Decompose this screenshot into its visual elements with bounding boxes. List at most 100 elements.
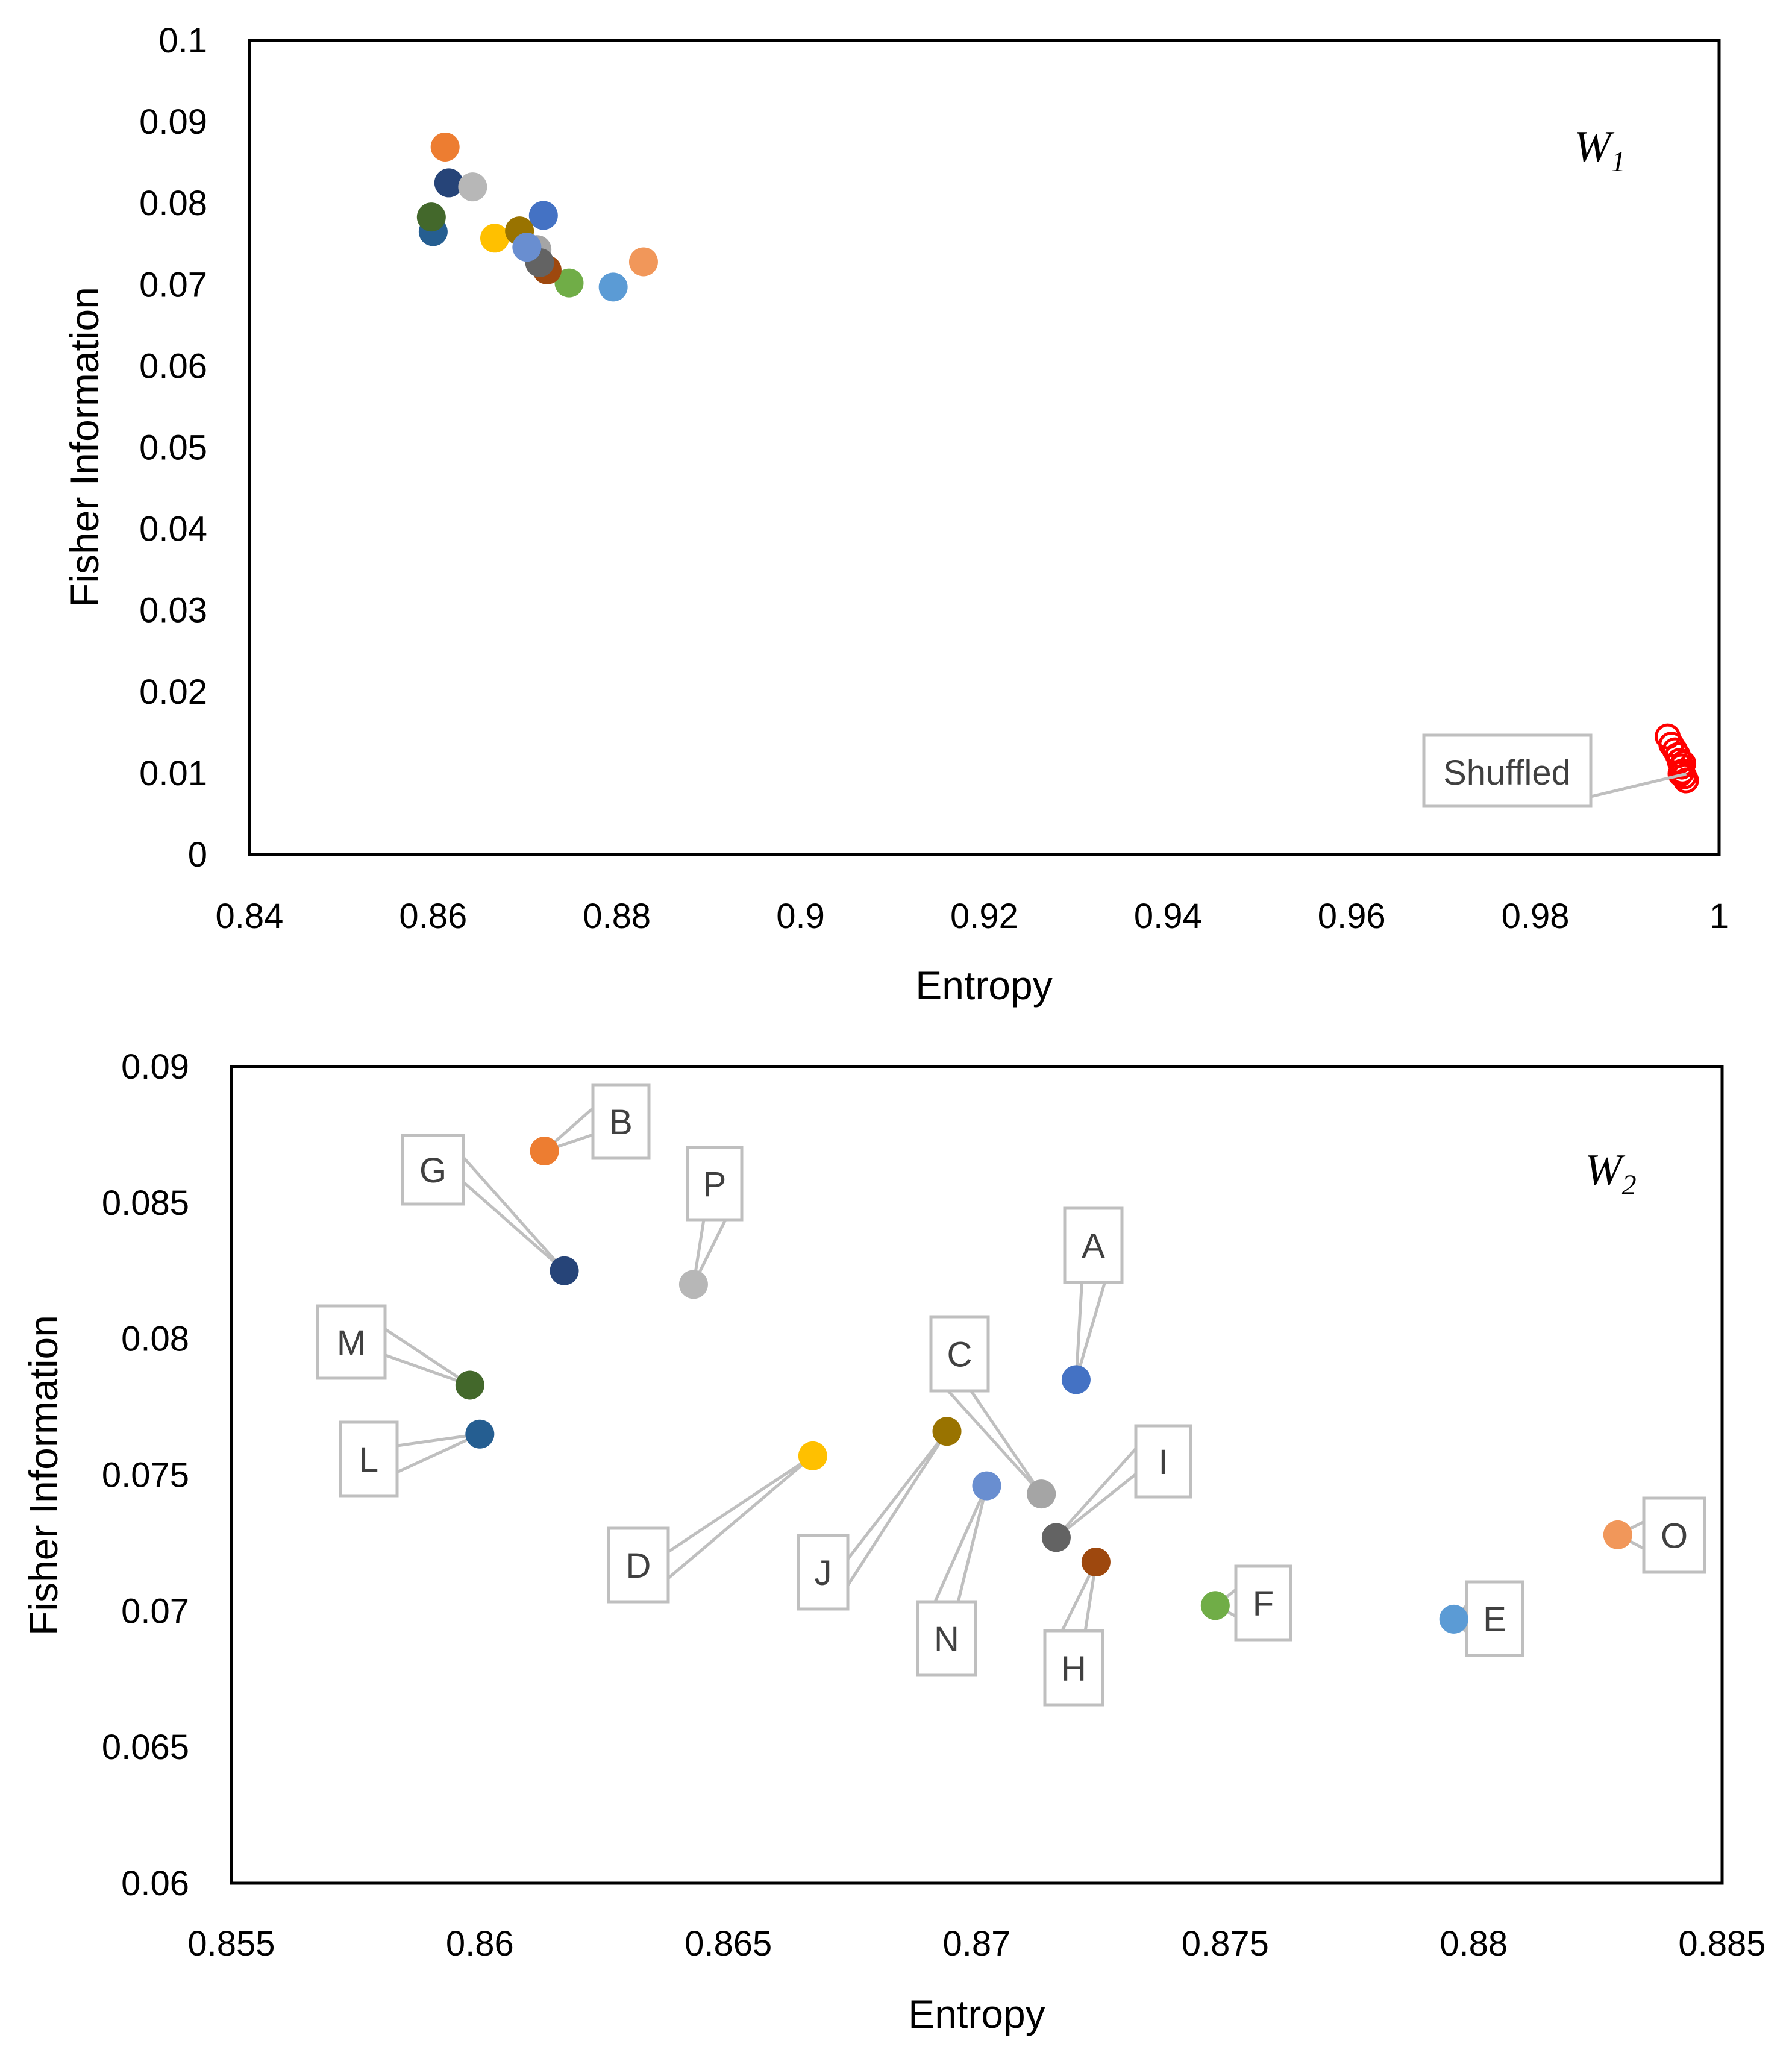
x-tick-label: 0.87: [943, 1924, 1011, 1963]
x-tick-label: 0.88: [583, 897, 651, 936]
x-tick-label: 0.98: [1502, 897, 1570, 936]
data-point-d: [480, 224, 510, 253]
x-tick-label: 0.86: [399, 897, 467, 936]
top-y-axis-title: Fisher Information: [62, 287, 107, 607]
data-point-m: [416, 202, 446, 232]
y-tick-label: 0.06: [121, 1864, 189, 1903]
data-point-a: [1061, 1365, 1091, 1394]
callout-label-e: E: [1483, 1600, 1506, 1639]
data-point-a: [528, 201, 558, 230]
callout-leader-n: [932, 1485, 988, 1604]
callout-label-j: J: [815, 1554, 832, 1593]
data-point-e: [1439, 1604, 1468, 1634]
callout-label-i: I: [1158, 1443, 1168, 1482]
callout-box-c: [929, 1315, 990, 1393]
callout-label-a: A: [1082, 1227, 1105, 1266]
bottom-x-axis-title: Entropy: [908, 1992, 1045, 2036]
x-tick-label: 0.94: [1134, 897, 1202, 936]
callout-box-h: [1043, 1629, 1104, 1707]
x-tick-label: 0.885: [1678, 1924, 1765, 1963]
bottom-y-axis-title: Fisher Information: [21, 1315, 66, 1636]
callout-label-o: O: [1661, 1517, 1688, 1556]
data-point-p: [458, 172, 487, 202]
bottom-y-tick-labels: 0.06 0.065 0.07 0.075 0.08 0.085 0.09: [102, 1047, 189, 1903]
callout-box-e: [1465, 1580, 1524, 1657]
y-tick-label: 0.1: [158, 21, 207, 60]
data-point-o: [1603, 1520, 1632, 1549]
callout-label-m: M: [337, 1323, 366, 1363]
data-point-m: [455, 1370, 484, 1400]
y-tick-label: 0.075: [102, 1456, 189, 1495]
data-point-f: [554, 268, 584, 298]
y-tick-label: 0.065: [102, 1728, 189, 1767]
shuffled-callout-label: Shuffled: [1443, 753, 1571, 792]
callout-box-f: [1234, 1564, 1292, 1642]
callout-box-d: [607, 1526, 670, 1604]
callout-label-b: B: [609, 1103, 633, 1142]
callout-leader-d: [666, 1454, 814, 1582]
y-tick-label: 0.08: [121, 1320, 189, 1359]
top-data-points: [416, 132, 658, 302]
top-x-axis-title: Entropy: [915, 963, 1052, 1008]
top-panel-label-subscript: 1: [1611, 146, 1626, 178]
callout-box-b: [591, 1083, 651, 1160]
callout-label-l: L: [359, 1440, 378, 1479]
bottom-panel-label-main: W: [1585, 1146, 1626, 1195]
callout-box-p: [686, 1146, 744, 1222]
data-point-i: [1041, 1523, 1071, 1552]
bottom-point-callouts: A B C D E F G H I J L M N O P: [316, 1083, 1706, 1707]
y-tick-label: 0: [188, 835, 207, 874]
callout-leader-i: [1055, 1444, 1138, 1539]
top-shuffled-points: [1655, 723, 1699, 794]
data-point-b: [430, 132, 460, 162]
y-tick-label: 0.02: [139, 673, 207, 712]
data-point-b: [530, 1137, 559, 1166]
data-point-l: [465, 1419, 495, 1449]
callout-leader-m: [383, 1326, 471, 1387]
data-point-n: [512, 233, 542, 262]
x-tick-label: 0.88: [1440, 1924, 1508, 1963]
x-tick-label: 0.875: [1182, 1924, 1269, 1963]
callout-box-a: [1063, 1206, 1124, 1284]
y-tick-label: 0.03: [139, 591, 207, 630]
callout-box-i: [1134, 1424, 1192, 1499]
callout-box-n: [916, 1600, 977, 1677]
top-panel-label: W1: [1574, 122, 1626, 178]
y-tick-label: 0.09: [121, 1047, 189, 1087]
y-tick-label: 0.09: [139, 102, 207, 142]
shuffled-point: [1667, 761, 1694, 787]
top-y-tick-labels: 0 0.01 0.02 0.03 0.04 0.05 0.06 0.07 0.08 0.09 0.1: [139, 21, 207, 874]
y-tick-label: 0.08: [139, 184, 207, 223]
bottom-x-tick-labels: 0.855 0.86 0.865 0.87 0.875 0.88 0.885: [187, 1924, 1765, 1963]
shuffled-callout-box: [1422, 733, 1593, 808]
data-point-c: [1027, 1479, 1056, 1509]
callout-label-p: P: [703, 1165, 727, 1204]
x-tick-label: 0.96: [1318, 897, 1386, 936]
data-point-n: [972, 1471, 1001, 1501]
x-tick-label: 0.865: [685, 1924, 772, 1963]
callout-leader-j: [846, 1430, 948, 1591]
bottom-panel-label-subscript: 2: [1622, 1169, 1637, 1201]
x-tick-label: 0.9: [776, 897, 825, 936]
bottom-panel-label: W2: [1585, 1146, 1637, 1201]
data-point-g: [434, 168, 463, 198]
callout-box-l: [339, 1420, 399, 1498]
x-tick-label: 0.92: [950, 897, 1018, 936]
shuffled-callout-leader: [1590, 772, 1687, 798]
y-tick-label: 0.01: [139, 754, 207, 793]
callout-box-j: [797, 1534, 850, 1611]
top-panel-label-main: W: [1574, 122, 1615, 172]
bottom-data-points: [455, 1137, 1632, 1634]
data-point-h: [1081, 1548, 1111, 1577]
y-tick-label: 0.07: [139, 265, 207, 304]
y-tick-label: 0.05: [139, 428, 207, 468]
x-tick-label: 0.86: [446, 1924, 514, 1963]
callout-leader-g: [462, 1153, 566, 1272]
callout-box-g: [401, 1134, 465, 1206]
y-tick-label: 0.085: [102, 1184, 189, 1223]
y-tick-label: 0.07: [121, 1592, 189, 1631]
data-point-j: [932, 1417, 962, 1446]
top-plot-area: [248, 39, 1721, 856]
